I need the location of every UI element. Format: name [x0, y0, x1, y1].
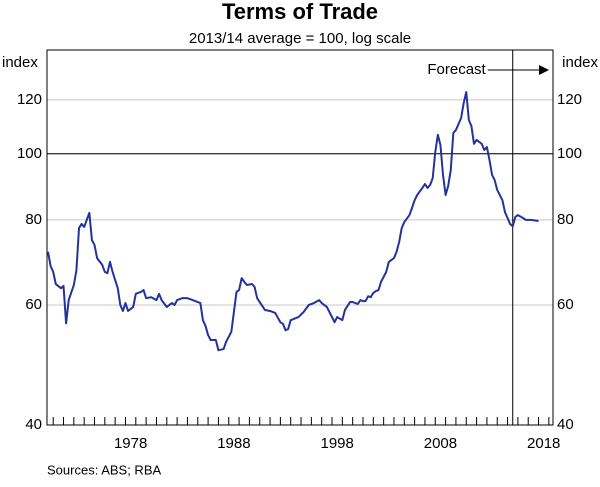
y-tick-label: 60 [25, 296, 42, 313]
y-tick-label: 80 [25, 211, 42, 228]
y2-tick-label: 100 [557, 145, 582, 162]
forecast-label: Forecast [427, 61, 486, 78]
y-tick-label: 120 [17, 91, 42, 108]
plot-frame [46, 49, 554, 426]
y2-tick-label: 60 [557, 296, 574, 313]
y2-tick-label: 40 [557, 416, 574, 433]
x-tick-label: 2018 [527, 435, 560, 452]
x-tick-label: 2008 [424, 435, 457, 452]
y-tick-label: 40 [25, 416, 42, 433]
x-tick-label: 1998 [320, 435, 353, 452]
y2-tick-label: 120 [557, 91, 582, 108]
x-tick-label: 1988 [217, 435, 250, 452]
data-line [47, 91, 539, 352]
y2-axis-label: index [562, 54, 598, 71]
y-axis-label: index [2, 54, 38, 71]
chart-subtitle: 2013/14 average = 100, log scale [189, 30, 411, 47]
source-note: Sources: ABS; RBA [47, 462, 161, 477]
y-tick-label: 100 [17, 145, 42, 162]
chart-title: Terms of Trade [222, 0, 378, 24]
forecast-arrowhead [539, 65, 549, 75]
x-tick-label: 1978 [114, 435, 147, 452]
y2-tick-label: 80 [557, 211, 574, 228]
